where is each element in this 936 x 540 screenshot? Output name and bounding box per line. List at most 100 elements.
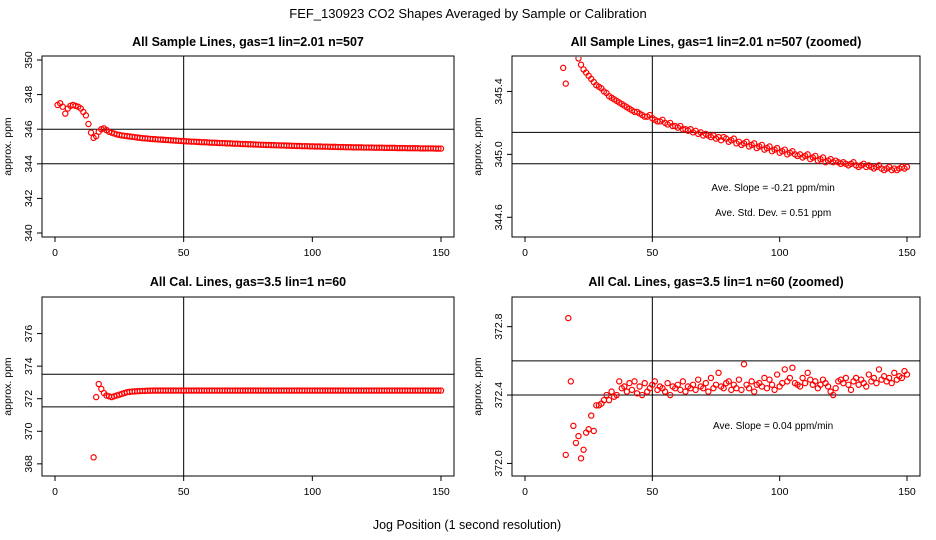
data-point	[766, 143, 773, 150]
x-tick-label: 100	[304, 247, 322, 259]
y-tick-label: 372.8	[493, 313, 505, 339]
data-point	[674, 381, 682, 388]
x-tick-label: 0	[522, 486, 528, 498]
annotation-std-dev: Ave. Std. Dev. = 0.51 ppm	[715, 208, 831, 219]
data-point	[575, 57, 582, 62]
data-point	[435, 387, 442, 394]
chart-title: All Cal. Lines, gas=3.5 lin=1 n=60	[150, 275, 346, 289]
data-point	[613, 391, 620, 399]
data-point	[786, 374, 794, 382]
y-tick-label: 372.4	[493, 382, 505, 408]
data-point	[705, 388, 712, 395]
data-points	[560, 57, 911, 174]
y-tick-label: 350	[23, 51, 35, 69]
data-point	[773, 371, 781, 378]
data-point	[577, 61, 585, 68]
x-tick-label: 50	[646, 247, 658, 259]
data-point	[677, 386, 684, 394]
data-point	[761, 374, 768, 382]
data-point	[855, 381, 862, 388]
data-point	[664, 379, 671, 387]
panel-sample-lines: All Sample Lines, gas=1 lin=2.01 n=507 a…	[2, 35, 455, 259]
data-point	[812, 378, 819, 385]
y-tick-label: 345.4	[493, 78, 505, 104]
x-tick-label: 150	[432, 247, 450, 259]
data-point	[689, 381, 697, 388]
data-point	[666, 391, 674, 399]
plot-frame	[41, 296, 455, 477]
data-point	[694, 376, 702, 383]
data-point	[903, 163, 911, 171]
data-point	[804, 151, 811, 158]
data-points	[54, 100, 445, 152]
data-point	[560, 64, 567, 72]
figure-title: FEF_130923 CO2 Shapes Averaged by Sample…	[289, 6, 646, 21]
annotation-slope: Ave. Slope = 0.04 ppm/min	[713, 421, 833, 432]
data-point	[720, 385, 727, 392]
data-point	[62, 110, 69, 117]
x-tick-label: 150	[898, 486, 916, 498]
data-point	[679, 378, 687, 385]
data-point	[651, 378, 659, 385]
data-point	[842, 374, 850, 382]
data-point	[870, 374, 878, 382]
data-point	[807, 376, 814, 383]
data-point	[819, 154, 827, 161]
data-point	[570, 422, 577, 430]
chart-title: All Sample Lines, gas=1 lin=2.01 n=507	[132, 35, 364, 49]
data-point	[885, 374, 893, 382]
data-point	[565, 314, 572, 322]
data-points	[90, 380, 445, 461]
data-point	[603, 391, 610, 399]
y-tick-label: 345.0	[493, 141, 505, 167]
data-point	[608, 388, 615, 395]
data-point	[638, 391, 646, 399]
panel-cal-lines-zoomed: All Cal. Lines, gas=3.5 lin=1 n=60 (zoom…	[472, 275, 921, 498]
data-point	[702, 379, 710, 387]
y-axis-label: approx. ppm	[472, 357, 484, 416]
data-point	[740, 361, 748, 368]
data-point	[832, 385, 839, 392]
data-point	[903, 371, 911, 378]
data-point	[567, 378, 575, 385]
data-point	[605, 396, 613, 404]
data-point	[865, 371, 873, 378]
x-tick-label: 100	[771, 247, 789, 259]
data-point	[873, 379, 880, 387]
data-point	[588, 412, 595, 419]
data-point	[623, 388, 631, 395]
data-point	[577, 455, 585, 462]
y-axis-label: approx. ppm	[2, 117, 14, 176]
data-point	[562, 80, 569, 87]
data-point	[707, 374, 715, 382]
data-point	[812, 152, 819, 160]
y-tick-label: 374	[23, 357, 35, 375]
y-tick-label: 344.6	[493, 204, 505, 230]
data-point	[692, 386, 699, 394]
data-point	[562, 451, 569, 459]
x-tick-label: 0	[52, 486, 58, 498]
y-tick-label: 368	[23, 455, 35, 473]
data-point	[735, 376, 743, 383]
data-point	[898, 374, 906, 382]
data-point	[745, 385, 753, 392]
plot-frame	[41, 55, 455, 238]
data-point	[715, 369, 722, 377]
data-points	[562, 314, 911, 462]
data-point	[437, 387, 445, 394]
data-point	[751, 388, 758, 395]
data-point	[628, 386, 636, 394]
data-point	[661, 388, 669, 395]
data-point	[92, 393, 100, 401]
data-point	[435, 145, 442, 152]
data-point	[804, 369, 811, 377]
data-point	[572, 439, 580, 447]
data-point	[801, 379, 809, 387]
data-point	[771, 386, 778, 394]
data-point	[700, 385, 707, 392]
data-point	[621, 383, 628, 390]
x-tick-label: 50	[646, 486, 658, 498]
data-point	[626, 379, 633, 387]
data-point	[748, 378, 755, 385]
